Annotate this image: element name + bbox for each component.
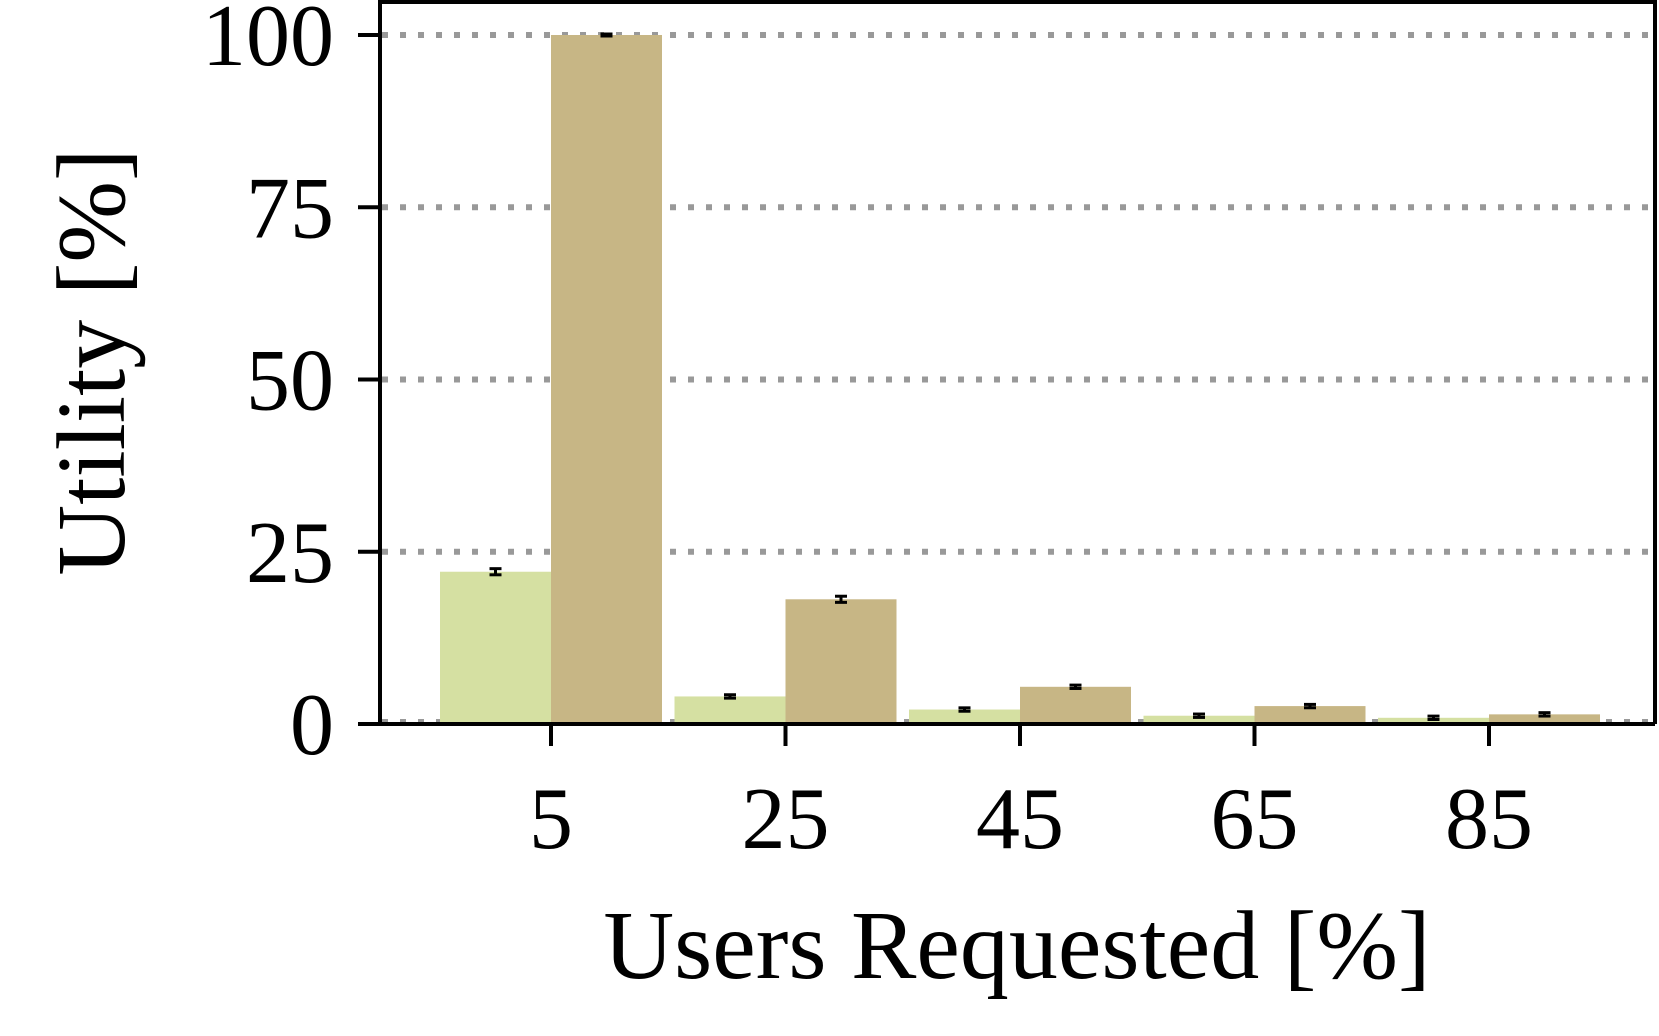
y-tick-label-0: 0	[290, 677, 334, 774]
bar-series2-45	[1020, 686, 1131, 722]
bars	[440, 32, 1600, 722]
axes	[378, 0, 1657, 726]
error-bar-series2-65	[1304, 702, 1316, 710]
error-bar-series2-5	[600, 32, 613, 38]
y-tick-label-75: 75	[246, 160, 334, 257]
y-axis-title: Utility [%]	[38, 148, 146, 575]
bar-series1-45	[909, 709, 1020, 722]
x-ticks: 5 25 45 65 85	[529, 724, 1533, 868]
bar-series2-85	[1489, 714, 1600, 722]
y-tick-label-100: 100	[202, 0, 334, 85]
y-tick-label-25: 25	[246, 505, 334, 602]
error-bar-series1-25	[724, 693, 736, 700]
y-ticks: 0 25 50 75 100	[202, 0, 380, 774]
x-tick-label-65: 65	[1211, 771, 1299, 868]
error-bar-series1-65	[1193, 712, 1205, 719]
bar-series2-65	[1254, 706, 1366, 722]
x-tick-label-45: 45	[976, 771, 1064, 868]
error-bar-series2-25	[835, 594, 847, 604]
x-axis-title: Users Requested [%]	[603, 892, 1430, 1000]
y-tick-label-50: 50	[246, 333, 334, 430]
error-bar-series1-45	[958, 706, 971, 713]
bar-series2-5	[551, 35, 662, 722]
x-tick-label-25: 25	[742, 771, 830, 868]
bar-series2-25	[785, 599, 897, 722]
error-bar-series2-85	[1538, 711, 1551, 718]
x-tick-label-85: 85	[1445, 771, 1533, 868]
x-tick-label-5: 5	[529, 771, 573, 868]
error-bar-series2-45	[1069, 683, 1082, 690]
bar-series1-5	[440, 571, 551, 722]
error-bar-series1-5	[489, 567, 502, 577]
bar-series1-25	[674, 696, 786, 722]
error-bar-series1-85	[1427, 714, 1440, 721]
